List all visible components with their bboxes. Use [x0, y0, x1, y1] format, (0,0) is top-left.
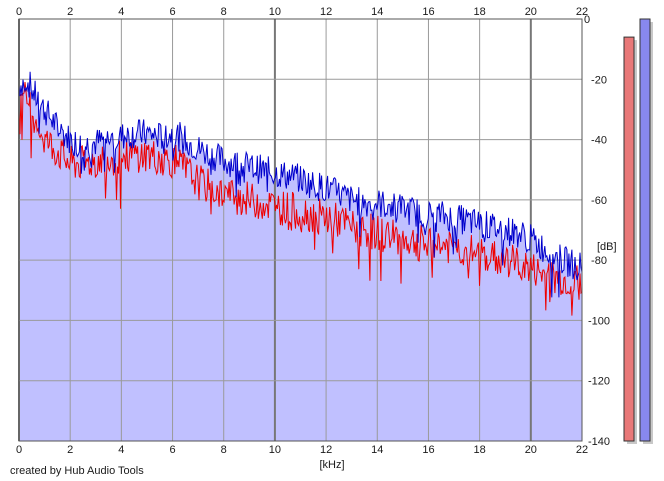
- x-tick-label-top: 16: [422, 6, 434, 18]
- x-tick-label-top: 12: [320, 6, 332, 18]
- y-tick-label: -20: [591, 74, 607, 86]
- x-tick-label-top: 20: [525, 6, 537, 18]
- x-tick-label-top: 4: [118, 6, 124, 18]
- x-tick-label-bottom: 14: [371, 444, 383, 456]
- x-tick-label-bottom: 8: [221, 444, 227, 456]
- x-tick-label-top: 14: [371, 6, 383, 18]
- y-tick-label: -140: [588, 436, 610, 448]
- x-tick-label-bottom: 22: [576, 444, 588, 456]
- x-tick-label-bottom: 10: [269, 444, 281, 456]
- x-tick-label-top: 2: [67, 6, 73, 18]
- x-tick-label-top: 8: [221, 6, 227, 18]
- x-tick-label-bottom: 4: [118, 444, 124, 456]
- x-tick-label-top: 6: [169, 6, 175, 18]
- level-meter-1: [639, 18, 651, 442]
- x-tick-label-top: 18: [474, 6, 486, 18]
- x-tick-label-bottom: 12: [320, 444, 332, 456]
- credit-text: created by Hub Audio Tools: [10, 465, 144, 477]
- y-tick-label: -100: [588, 315, 610, 327]
- x-tick-label-top: 22: [576, 6, 588, 18]
- x-ticks-top: 0 2 4 6 8 10 12 14 16 18 20 22: [16, 6, 588, 18]
- plot-border: [18, 18, 583, 442]
- x-axis-label: [kHz]: [319, 459, 344, 471]
- y-tick-label: -60: [591, 195, 607, 207]
- x-tick-label-bottom: 6: [169, 444, 175, 456]
- x-tick-label-top: 10: [269, 6, 281, 18]
- x-tick-label-bottom: 2: [67, 444, 73, 456]
- x-ticks-bottom: 0 2 4 6 8 10 12 14 16 18 20 22: [16, 444, 588, 456]
- y-tick-label: -40: [591, 135, 607, 147]
- x-tick-label-bottom: 16: [422, 444, 434, 456]
- series-layer: [18, 71, 583, 316]
- x-tick-label-top: 0: [16, 6, 22, 18]
- series-line-1: [18, 82, 583, 316]
- x-tick-label-bottom: 18: [474, 444, 486, 456]
- y-axis-label: [dB]: [597, 241, 617, 253]
- x-tick-label-bottom: 20: [525, 444, 537, 456]
- series-line-0: [18, 71, 583, 298]
- y-tick-label: -120: [588, 376, 610, 388]
- y-tick-label: -80: [591, 255, 607, 267]
- y-ticks: 0 -20 -40 -60 -80 -100 -120 -140: [584, 14, 610, 448]
- level-meter-0: [623, 36, 635, 442]
- level-meters: [623, 18, 653, 444]
- y-tick-label: 0: [584, 14, 590, 26]
- x-tick-label-bottom: 0: [16, 444, 22, 456]
